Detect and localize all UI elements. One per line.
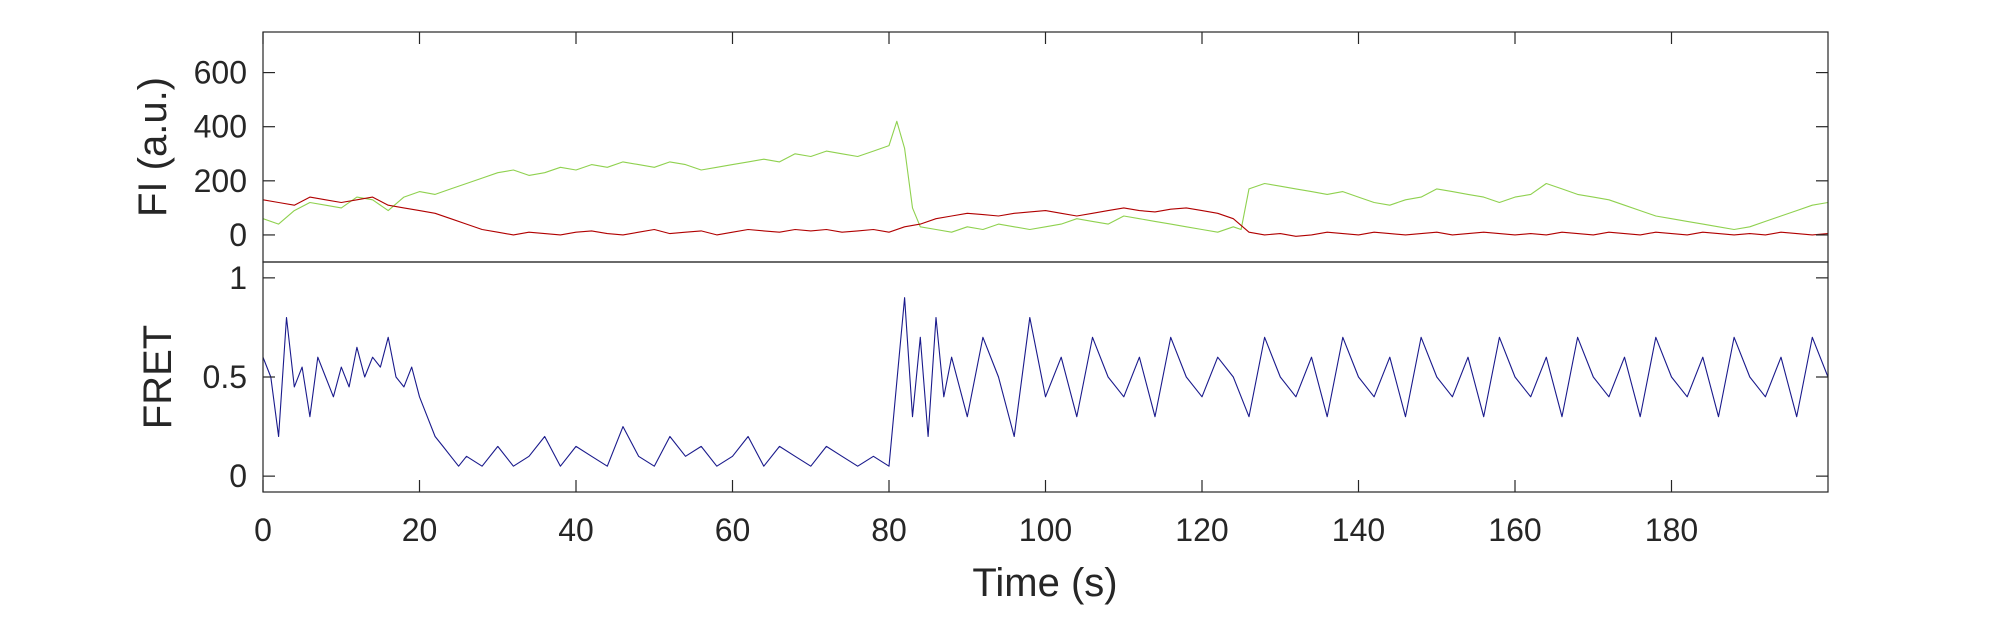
time-xtick-label: 20 — [402, 512, 438, 548]
time-xtick-label: 120 — [1175, 512, 1228, 548]
fret-ytick-label: 0.5 — [203, 359, 247, 395]
time-xtick-label: 160 — [1488, 512, 1541, 548]
fret-traces — [263, 297, 1828, 467]
fret-y-axis-label: FRET — [136, 325, 180, 429]
fret-panel: 00.51 0 20 40 60 80 100 120 140 160 180 FRET Time… — [136, 32, 1829, 605]
intensity-ytick-label: 200 — [194, 163, 247, 199]
time-xtick-label: 60 — [715, 512, 751, 548]
intensity-panel: 0 200 400 600 FI (a.u.) — [131, 31, 1829, 263]
intensity-ytick-label: 400 — [194, 109, 247, 145]
intensity-traces — [263, 120, 1828, 237]
time-xtick-label: 100 — [1019, 512, 1072, 548]
fret-y-ticks: 00.51 — [203, 260, 1828, 494]
intensity-ytick-label: 0 — [229, 217, 247, 253]
intensity-series-1-line — [263, 120, 1828, 233]
intensity-axes-box — [262, 31, 1829, 263]
time-x-ticks: 0 20 40 60 80 100 120 140 160 180 — [254, 32, 1698, 548]
intensity-ytick-label: 600 — [194, 55, 247, 91]
intensity-y-ticks: 0 200 400 600 — [194, 55, 1828, 253]
fret-ytick-label: 1 — [229, 260, 247, 296]
time-xtick-label: 140 — [1332, 512, 1385, 548]
time-xtick-label: 180 — [1645, 512, 1698, 548]
time-xtick-label: 40 — [558, 512, 594, 548]
intensity-y-axis-label: FI (a.u.) — [131, 77, 175, 217]
fret-ytick-label: 0 — [229, 458, 247, 494]
intensity-series-2-line — [263, 196, 1828, 237]
time-x-axis-label: Time (s) — [972, 561, 1117, 605]
time-xtick-label: 80 — [871, 512, 907, 548]
time-xtick-label: 0 — [254, 512, 272, 548]
fret-axes-box — [262, 261, 1829, 493]
fret-series-1-line — [263, 297, 1828, 467]
